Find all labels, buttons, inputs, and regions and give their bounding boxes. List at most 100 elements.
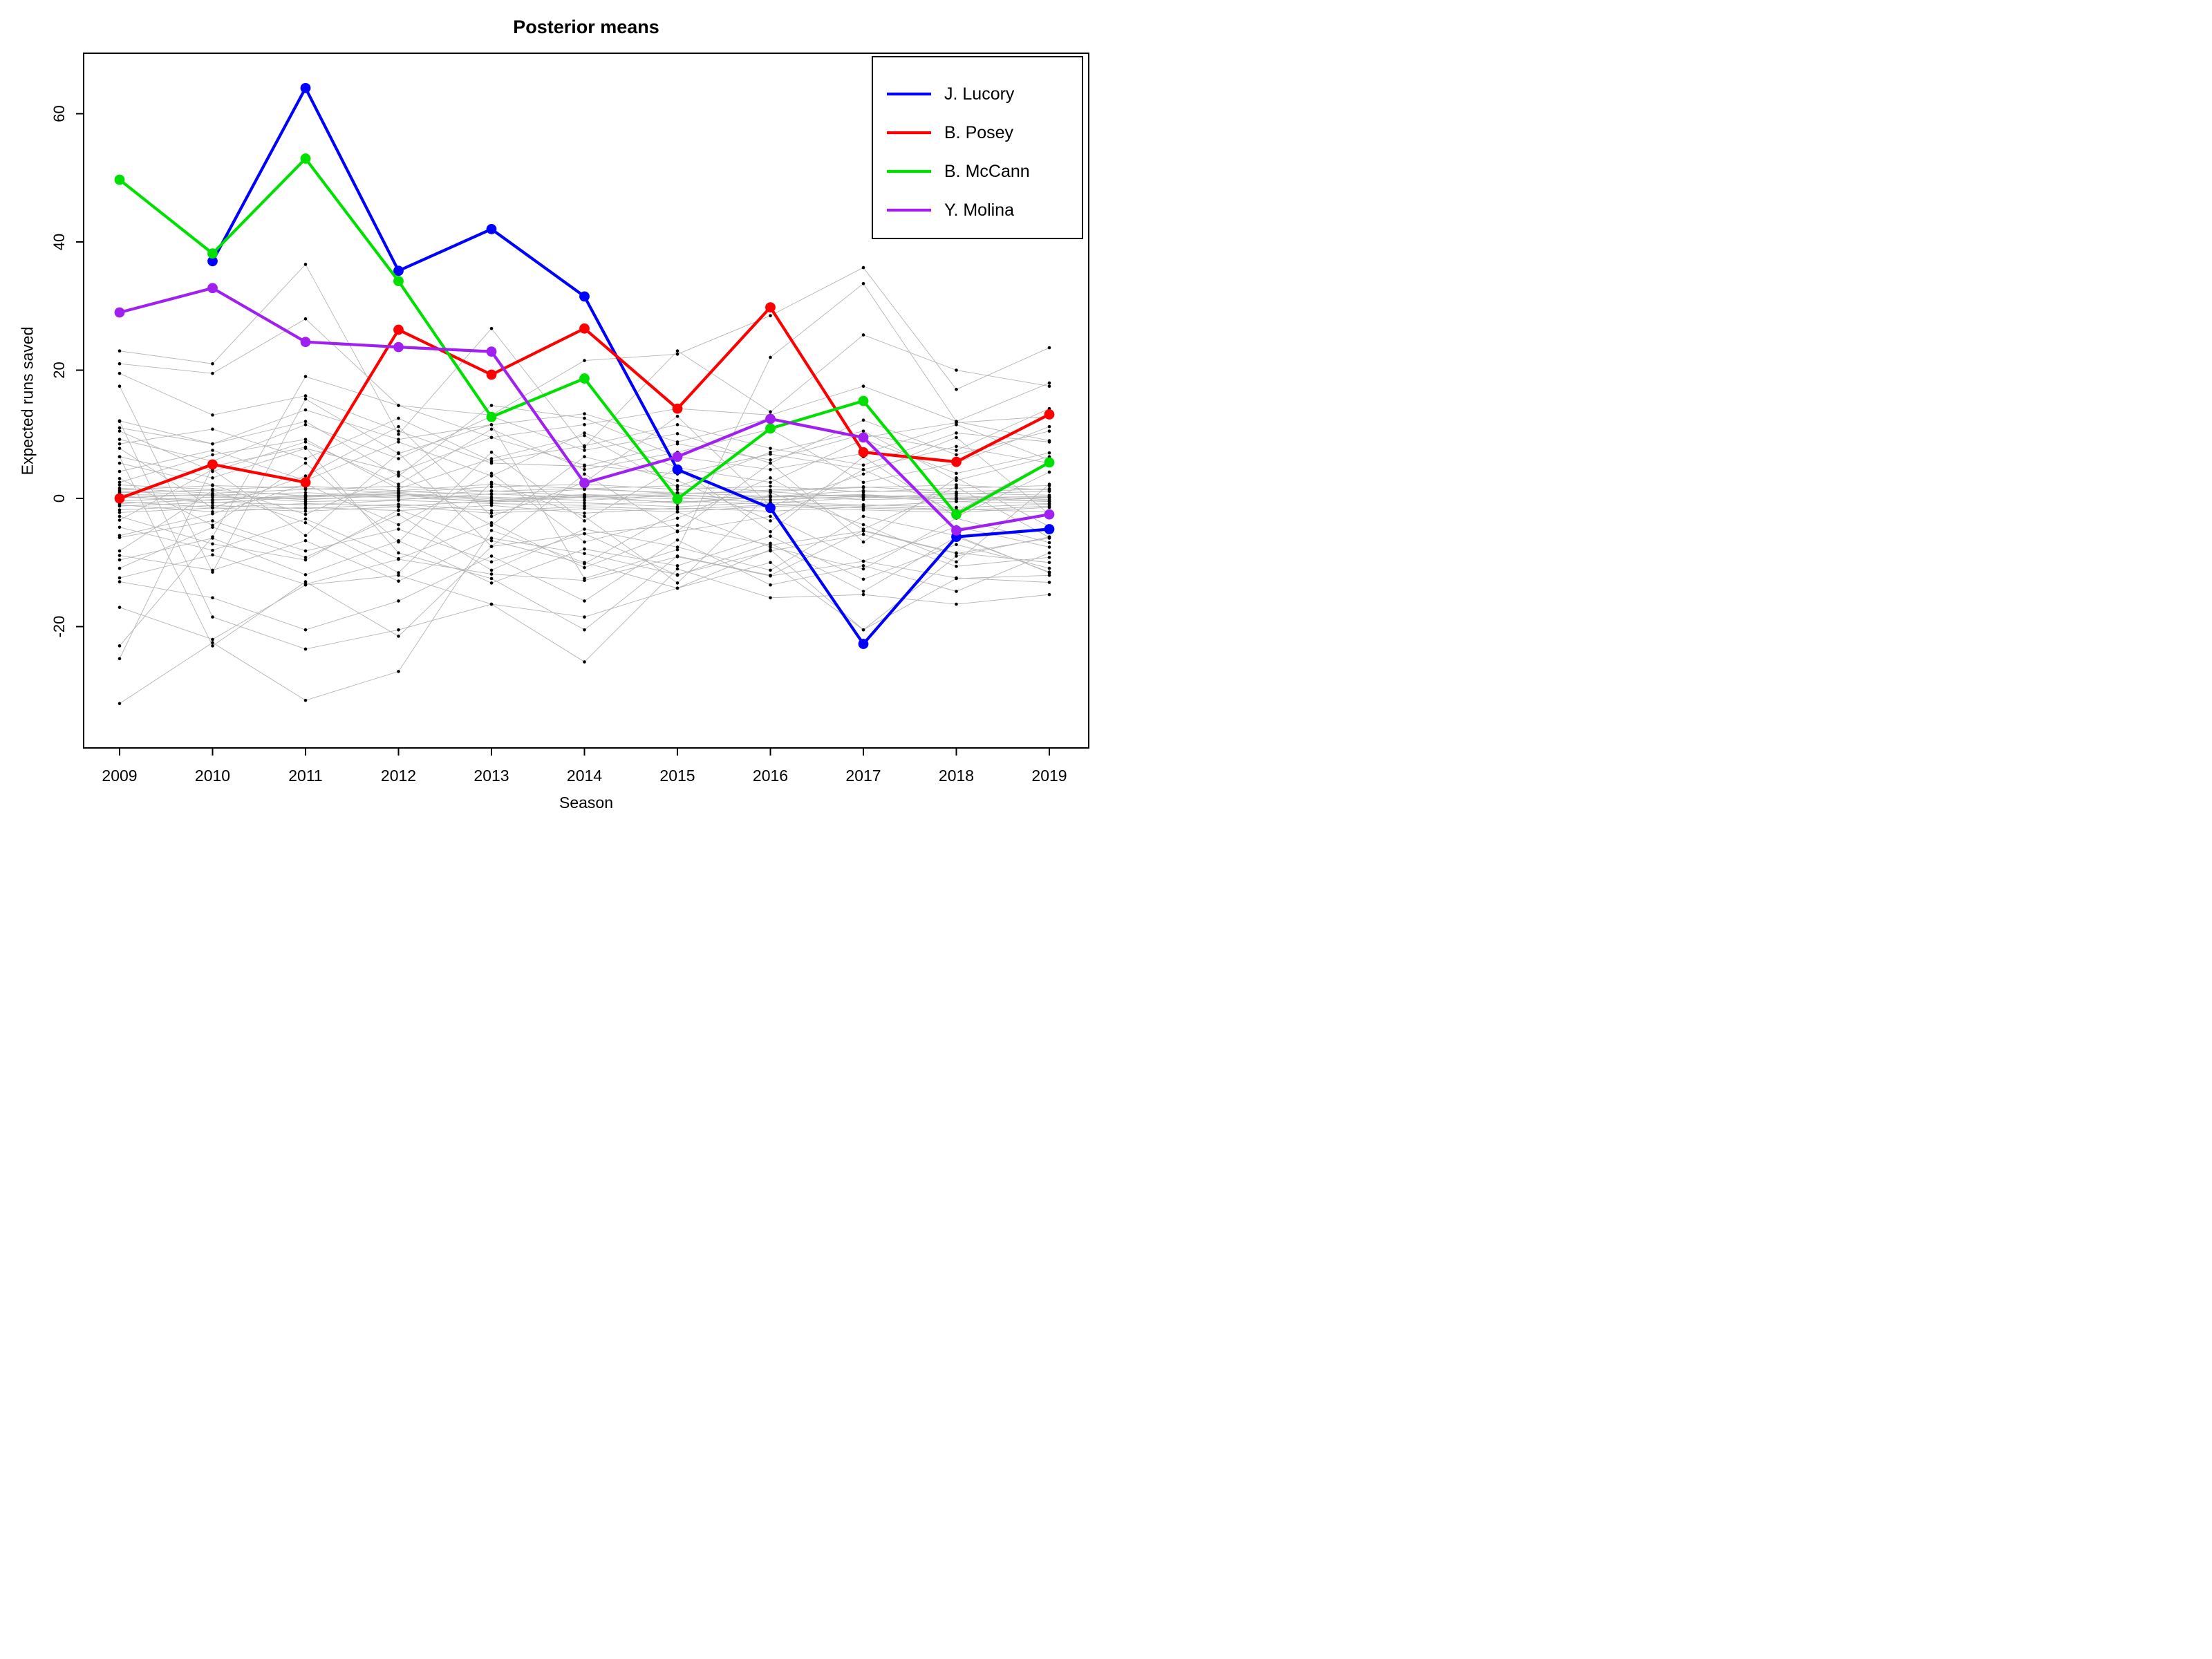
background-point xyxy=(303,549,308,553)
background-point xyxy=(769,568,772,572)
background-point xyxy=(769,498,772,503)
background-point xyxy=(303,457,308,460)
background-point xyxy=(861,527,865,531)
background-point xyxy=(397,485,400,488)
background-point xyxy=(675,484,679,487)
series-point-b-posey xyxy=(486,369,497,380)
background-point xyxy=(303,558,308,562)
background-point xyxy=(211,371,214,375)
legend-label: B. McCann xyxy=(944,162,1030,181)
background-point xyxy=(1047,505,1051,509)
background-point xyxy=(118,483,122,487)
background-point xyxy=(769,574,772,578)
x-tick-label: 2012 xyxy=(381,767,416,785)
background-point xyxy=(397,523,400,527)
background-point xyxy=(955,483,958,487)
background-point xyxy=(303,423,308,427)
background-point xyxy=(303,538,308,543)
series-point-j-lucory xyxy=(1044,524,1055,534)
background-point xyxy=(211,453,214,457)
background-point xyxy=(1047,551,1051,555)
x-tick-label: 2013 xyxy=(474,767,509,785)
background-point xyxy=(675,349,679,353)
background-point xyxy=(583,565,586,570)
background-point xyxy=(769,467,772,471)
background-point xyxy=(118,429,122,433)
background-point xyxy=(583,540,586,544)
background-point xyxy=(118,554,122,557)
background-point xyxy=(861,281,865,285)
background-point xyxy=(489,514,494,518)
series-point-b-posey xyxy=(765,302,776,313)
background-point xyxy=(769,519,772,523)
background-point xyxy=(955,560,958,564)
background-point xyxy=(397,579,400,583)
background-point xyxy=(303,408,308,412)
background-point xyxy=(955,565,958,568)
background-point xyxy=(955,543,958,547)
series-point-b-mccann xyxy=(207,248,218,259)
background-point xyxy=(397,509,400,512)
background-point xyxy=(118,362,122,366)
background-point xyxy=(769,314,772,317)
series-point-j-lucory xyxy=(207,256,218,267)
background-point xyxy=(118,455,122,459)
series-point-b-mccann xyxy=(300,153,311,164)
chart-figure: -20 0 20 40 60 2009 2010 2011 2012 2013 2014 2015 20… xyxy=(0,0,1106,830)
background-point xyxy=(583,532,586,536)
background-point xyxy=(303,502,308,505)
background-point xyxy=(303,647,308,651)
background-point xyxy=(769,447,772,450)
background-point xyxy=(583,433,586,438)
background-point xyxy=(769,485,772,488)
background-point xyxy=(303,505,308,509)
series-point-y-molina xyxy=(300,337,311,348)
background-point xyxy=(675,586,679,590)
series-point-b-posey xyxy=(858,447,869,458)
background-point xyxy=(489,581,494,585)
background-point xyxy=(861,429,865,433)
background-point xyxy=(397,670,400,673)
background-point xyxy=(675,506,679,510)
background-point xyxy=(955,421,958,424)
series-point-b-posey xyxy=(300,477,311,488)
background-point xyxy=(861,592,865,597)
background-point xyxy=(1047,541,1051,545)
background-point xyxy=(583,514,586,518)
background-point xyxy=(583,599,586,603)
background-point xyxy=(1047,556,1051,559)
series-point-b-mccann xyxy=(858,395,869,406)
background-point xyxy=(1047,470,1051,474)
background-point xyxy=(583,416,586,420)
background-point xyxy=(489,577,494,581)
background-point xyxy=(583,498,586,503)
background-point xyxy=(675,564,679,568)
background-point xyxy=(397,635,400,638)
background-point xyxy=(211,568,214,572)
background-point xyxy=(955,576,958,580)
background-point xyxy=(583,463,586,467)
background-point xyxy=(583,579,586,583)
background-point xyxy=(118,657,122,661)
background-point xyxy=(118,447,122,450)
background-point xyxy=(583,412,586,415)
background-point xyxy=(769,458,772,462)
background-point xyxy=(861,559,865,563)
background-point xyxy=(769,545,772,549)
background-point xyxy=(955,552,958,556)
background-point xyxy=(211,413,214,417)
background-point xyxy=(861,577,865,581)
background-point xyxy=(118,476,122,480)
x-axis-title: Season xyxy=(559,794,613,812)
background-point xyxy=(118,534,122,538)
background-point xyxy=(769,410,772,414)
x-tick-label: 2010 xyxy=(195,767,230,785)
background-point xyxy=(303,438,308,441)
background-point xyxy=(489,545,494,548)
background-point xyxy=(583,507,586,511)
background-point xyxy=(397,491,400,494)
series-point-y-molina xyxy=(393,341,404,353)
background-point xyxy=(211,641,214,644)
background-point xyxy=(769,549,772,553)
background-point xyxy=(397,440,400,444)
